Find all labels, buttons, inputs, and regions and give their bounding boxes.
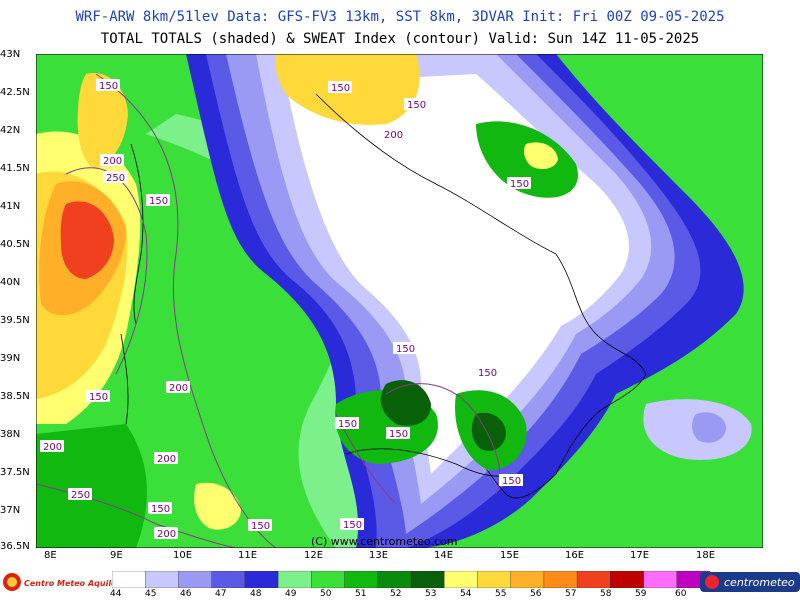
lat-label: 43N [0, 49, 21, 60]
lat-label: 42.5N [0, 87, 30, 98]
colorbar-swatch [211, 571, 246, 588]
colorbar-label: 52 [390, 589, 402, 599]
lat-label: 39N [0, 353, 21, 364]
lon-label: 15E [500, 550, 520, 561]
lat-label: 38N [0, 429, 21, 440]
colorbar-swatch [576, 571, 612, 588]
lon-label: 13E [369, 550, 389, 561]
map-title: WRF-ARW 8km/51lev Data: GFS-FV3 13km, SS… [75, 9, 725, 25]
colorbar-label: 51 [355, 589, 367, 599]
lon-label: 16E [565, 550, 585, 561]
colorbar-label: 60 [675, 589, 687, 599]
contour-labels: 150 150 150 200 200 250 150 150 150 150 … [40, 79, 531, 540]
lat-label: 39.5N [0, 315, 30, 326]
colorbar-swatch [643, 571, 678, 588]
map-subtitle: TOTAL TOTALS (shaded) & SWEAT Index (con… [100, 31, 700, 47]
contour-label: 250 [71, 490, 90, 501]
colorbar-swatch [444, 571, 479, 588]
contour-label: 150 [89, 392, 108, 403]
lat-label: 38.5N [0, 391, 30, 402]
contour-label: 200 [157, 454, 176, 465]
contour-label: 150 [151, 504, 170, 515]
contour-label: 150 [396, 344, 415, 355]
colorbar-label: 56 [530, 589, 542, 599]
lon-label: 17E [630, 550, 650, 561]
contour-label: 200 [103, 156, 122, 167]
colorbar-swatch [510, 571, 545, 588]
contour-label: 150 [251, 521, 270, 532]
map-panel: 150 150 150 200 200 250 150 150 150 150 … [36, 54, 763, 548]
colorbar-swatch [145, 571, 180, 588]
colorbar-swatch [477, 571, 512, 588]
contour-label: 150 [99, 81, 118, 92]
colorbar-label: 58 [600, 589, 612, 599]
svg-text:Centro Meteo Aquileia: Centro Meteo Aquileia [24, 579, 112, 588]
colorbar-label: 44 [110, 589, 122, 599]
contour-label: 150 [343, 520, 362, 531]
lat-label: 41.5N [0, 163, 30, 174]
svg-text:centrometeo: centrometeo [724, 576, 795, 589]
colorbar-swatch [277, 571, 313, 588]
colorbar [112, 571, 710, 588]
lat-label: 40N [0, 277, 21, 288]
contour-label: 150 [478, 368, 497, 379]
colorbar-label: 46 [180, 589, 192, 599]
contour-label: 200 [43, 442, 62, 453]
colorbar-swatch [244, 571, 279, 588]
lon-label: 18E [696, 550, 716, 561]
colorbar-label: 47 [215, 589, 227, 599]
colorbar-label: 45 [145, 589, 157, 599]
contour-label: 250 [106, 173, 125, 184]
contour-label: 150 [502, 476, 521, 487]
colorbar-swatch [543, 571, 578, 588]
contour-label: 200 [157, 529, 176, 540]
lat-label: 40.5N [0, 239, 30, 250]
contour-label: 200 [384, 130, 403, 141]
lat-label: 36.5N [0, 541, 30, 552]
colorbar-label: 50 [320, 589, 332, 599]
colorbar-label: 55 [495, 589, 507, 599]
colorbar-label: 57 [565, 589, 577, 599]
contour-label: 150 [331, 83, 350, 94]
colorbar-swatch [178, 571, 213, 588]
lon-label: 9E [110, 550, 123, 561]
centro-meteo-aquileia-logo: Centro Meteo Aquileia [3, 573, 112, 591]
lon-label: 14E [434, 550, 454, 561]
contour-label: 150 [389, 429, 408, 440]
contour-label: 150 [149, 196, 168, 207]
lon-label: 11E [238, 550, 258, 561]
lon-label: 8E [44, 550, 57, 561]
colorbar-swatch [112, 571, 146, 588]
colorbar-label: 59 [635, 589, 647, 599]
lon-label: 12E [304, 550, 324, 561]
contour-label: 200 [169, 383, 188, 394]
colorbar-label: 49 [285, 589, 297, 599]
contour-label: 150 [510, 179, 529, 190]
colorbar-label: 48 [250, 589, 262, 599]
colorbar-label: 54 [460, 589, 472, 599]
lon-label: 10E [173, 550, 193, 561]
colorbar-label: 53 [425, 589, 437, 599]
watermark: (C) www.centrometeo.com [311, 535, 457, 548]
contour-label: 150 [338, 419, 357, 430]
colorbar-swatch [610, 571, 645, 588]
colorbar-swatch [410, 571, 445, 588]
centrometeo-logo: centrometeo [700, 572, 800, 592]
colorbar-swatch [377, 571, 412, 588]
colorbar-swatch [344, 571, 379, 588]
lat-label: 37N [0, 505, 21, 516]
colorbar-swatch [311, 571, 346, 588]
lat-label: 37.5N [0, 467, 30, 478]
lat-label: 41N [0, 201, 21, 212]
contour-label: 150 [407, 100, 426, 111]
lat-label: 42N [0, 125, 21, 136]
